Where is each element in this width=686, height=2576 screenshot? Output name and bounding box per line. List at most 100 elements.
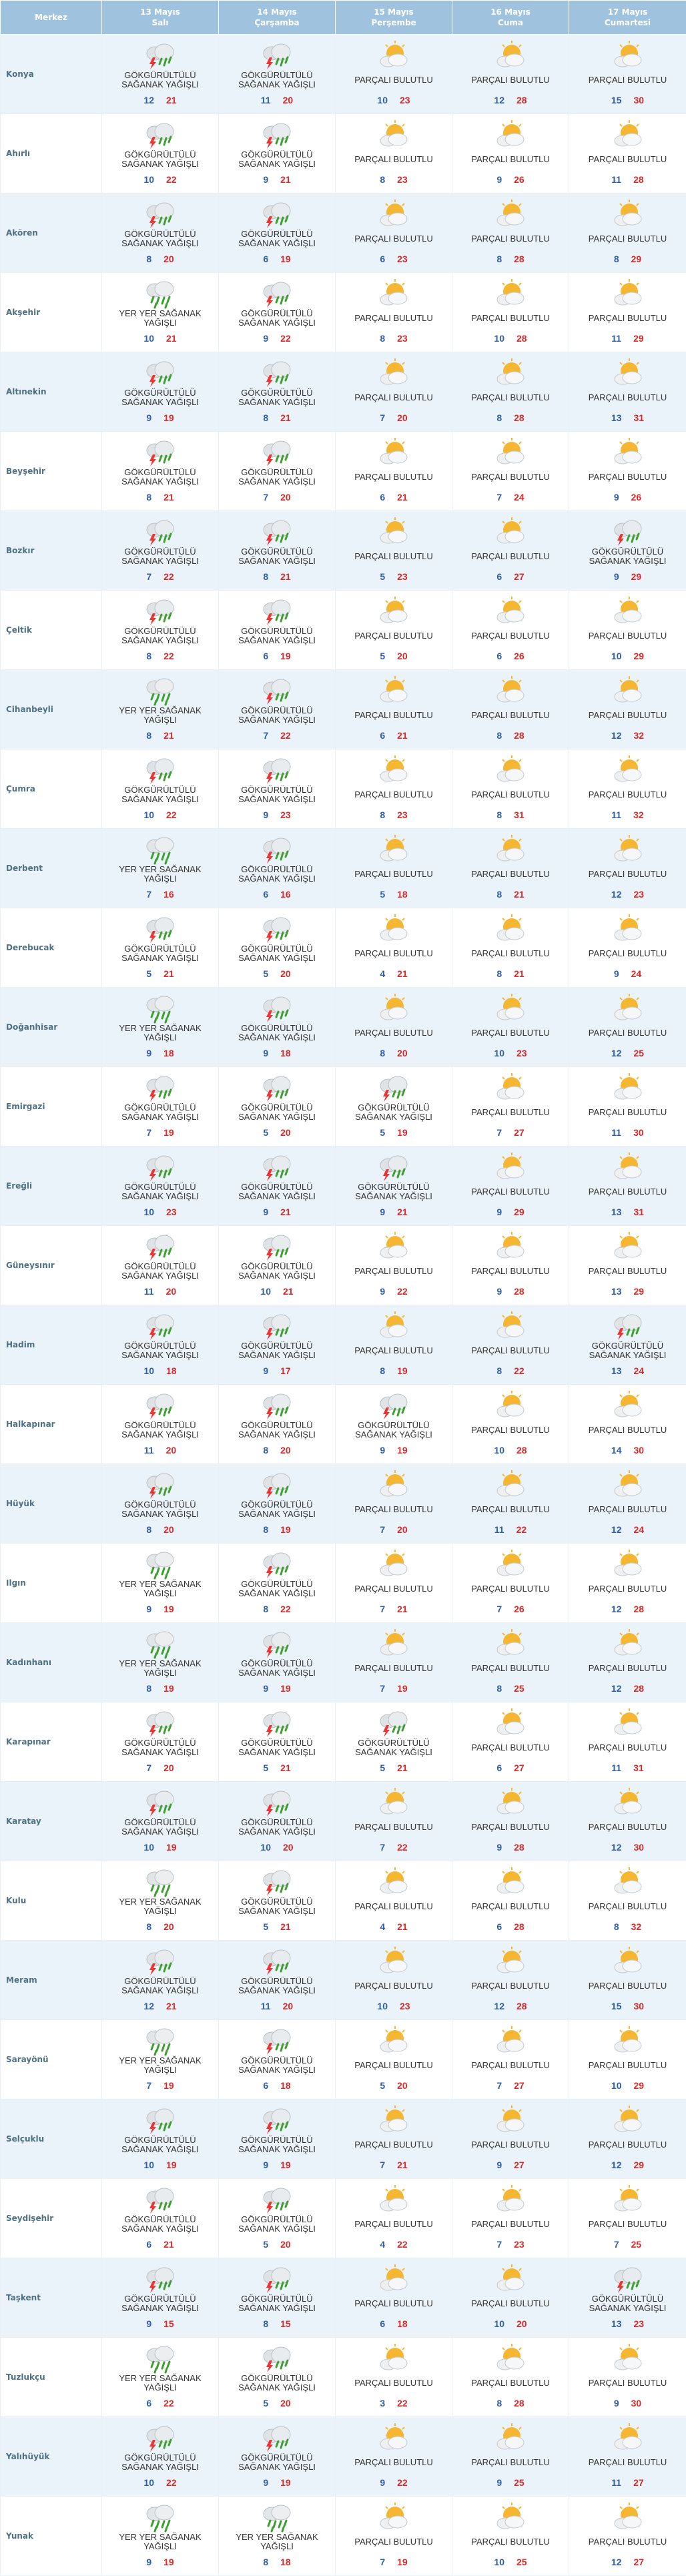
max-temp: 19 [397, 1127, 408, 1138]
min-temp: 10 [143, 2160, 154, 2170]
condition-text: GÖKGÜRÜLTÜLÜ SAĞANAK YAĞIŞLI [224, 309, 330, 328]
partly-cloudy-icon [492, 2024, 529, 2056]
max-temp: 18 [397, 2318, 408, 2329]
min-temp: 7 [496, 1604, 502, 1614]
min-temp: 7 [496, 1127, 502, 1138]
city-name[interactable]: Halkapınar [1, 1385, 102, 1464]
city-name[interactable]: Konya [1, 35, 102, 114]
max-temp: 19 [397, 1445, 408, 1456]
city-name[interactable]: Güneysınır [1, 1226, 102, 1305]
city-name[interactable]: Ereğli [1, 1147, 102, 1226]
condition-text: GÖKGÜRÜLTÜLÜ SAĞANAK YAĞIŞLI [224, 150, 330, 169]
min-temp: 10 [377, 2001, 388, 2011]
max-temp: 32 [631, 1921, 642, 1932]
city-name[interactable]: Yalıhüyük [1, 2417, 102, 2497]
condition-text: GÖKGÜRÜLTÜLÜ SAĞANAK YAĞIŞLI [107, 1500, 214, 1519]
city-name[interactable]: Sarayönü [1, 2020, 102, 2100]
thunderstorm-icon [141, 2183, 179, 2215]
max-temp: 21 [397, 1604, 408, 1614]
thunderstorm-icon [258, 277, 296, 309]
city-name[interactable]: Akören [1, 194, 102, 273]
city-name[interactable]: Kadınhanı [1, 1623, 102, 1702]
city-name[interactable]: Ahırlı [1, 114, 102, 194]
partly-cloudy-icon [609, 1071, 647, 1103]
max-temp: 20 [280, 492, 291, 503]
city-name[interactable]: Derebucak [1, 908, 102, 988]
min-temp: 9 [263, 1683, 268, 1694]
city-name[interactable]: Doğanhisar [1, 988, 102, 1067]
max-temp: 18 [280, 2557, 291, 2567]
max-temp: 22 [280, 1604, 291, 1614]
city-name[interactable]: Taşkent [1, 2258, 102, 2338]
city-name[interactable]: Akşehir [1, 273, 102, 352]
max-temp: 26 [514, 1604, 525, 1614]
city-name[interactable]: Çeltik [1, 591, 102, 670]
min-temp: 7 [380, 2160, 385, 2170]
thunderstorm-icon [258, 2342, 296, 2374]
min-temp: 9 [146, 412, 151, 423]
condition-text: PARÇALI BULUTLU [457, 1024, 564, 1042]
thunderstorm-icon [609, 1309, 647, 1341]
thunderstorm-icon [258, 2104, 296, 2136]
city-name[interactable]: Tuzlukçu [1, 2338, 102, 2417]
city-name[interactable]: Hadim [1, 1305, 102, 1385]
city-name[interactable]: Karatay [1, 1782, 102, 1861]
city-name[interactable]: Derbent [1, 829, 102, 908]
condition-text: PARÇALI BULUTLU [457, 1580, 564, 1598]
max-temp: 20 [280, 1445, 291, 1456]
city-name[interactable]: Altınekin [1, 352, 102, 432]
min-temp: 11 [611, 1127, 621, 1138]
city-name[interactable]: Selçuklu [1, 2100, 102, 2179]
city-name[interactable]: Karapınar [1, 1702, 102, 1782]
city-name[interactable]: Beyşehir [1, 432, 102, 511]
min-temp: 8 [496, 1683, 502, 1694]
city-name[interactable]: Kulu [1, 1861, 102, 1941]
thunderstorm-icon [258, 198, 296, 230]
thunderstorm-icon [609, 515, 647, 547]
rain-showers-icon [141, 674, 179, 706]
condition-text: PARÇALI BULUTLU [457, 230, 564, 248]
city-name[interactable]: Bozkır [1, 511, 102, 591]
city-name[interactable]: Yunak [1, 2497, 102, 2576]
city-name[interactable]: Ilgın [1, 1544, 102, 1623]
condition-text: PARÇALI BULUTLU [340, 706, 447, 725]
condition-text: YER YER SAĞANAK YAĞIŞLI [107, 2056, 214, 2075]
city-name[interactable]: Emirgazi [1, 1067, 102, 1147]
condition-text: PARÇALI BULUTLU [575, 1421, 681, 1439]
condition-text: PARÇALI BULUTLU [340, 1024, 447, 1042]
partly-cloudy-icon [609, 2342, 647, 2374]
max-temp: 21 [514, 889, 525, 900]
max-temp: 20 [166, 1445, 177, 1456]
thunderstorm-icon [141, 436, 179, 468]
city-name[interactable]: Cihanbeyli [1, 670, 102, 749]
partly-cloudy-icon [375, 674, 412, 706]
partly-cloudy-icon [492, 2342, 529, 2374]
condition-text: PARÇALI BULUTLU [457, 150, 564, 169]
condition-text: GÖKGÜRÜLTÜLÜ SAĞANAK YAĞIŞLI [224, 1818, 330, 1837]
city-name[interactable]: Meram [1, 1941, 102, 2020]
city-name[interactable]: Seydişehir [1, 2179, 102, 2258]
max-temp: 27 [514, 2080, 525, 2091]
min-temp: 11 [261, 2001, 271, 2011]
max-temp: 29 [514, 1207, 525, 1217]
condition-text: PARÇALI BULUTLU [457, 1183, 564, 1201]
condition-text: PARÇALI BULUTLU [575, 1183, 681, 1201]
condition-text: GÖKGÜRÜLTÜLÜ SAĞANAK YAĞIŞLI [575, 1341, 681, 1360]
city-name[interactable]: Çumra [1, 749, 102, 829]
max-temp: 30 [631, 2398, 642, 2408]
city-name[interactable]: Hüyük [1, 1464, 102, 1544]
partly-cloudy-icon [492, 515, 529, 547]
